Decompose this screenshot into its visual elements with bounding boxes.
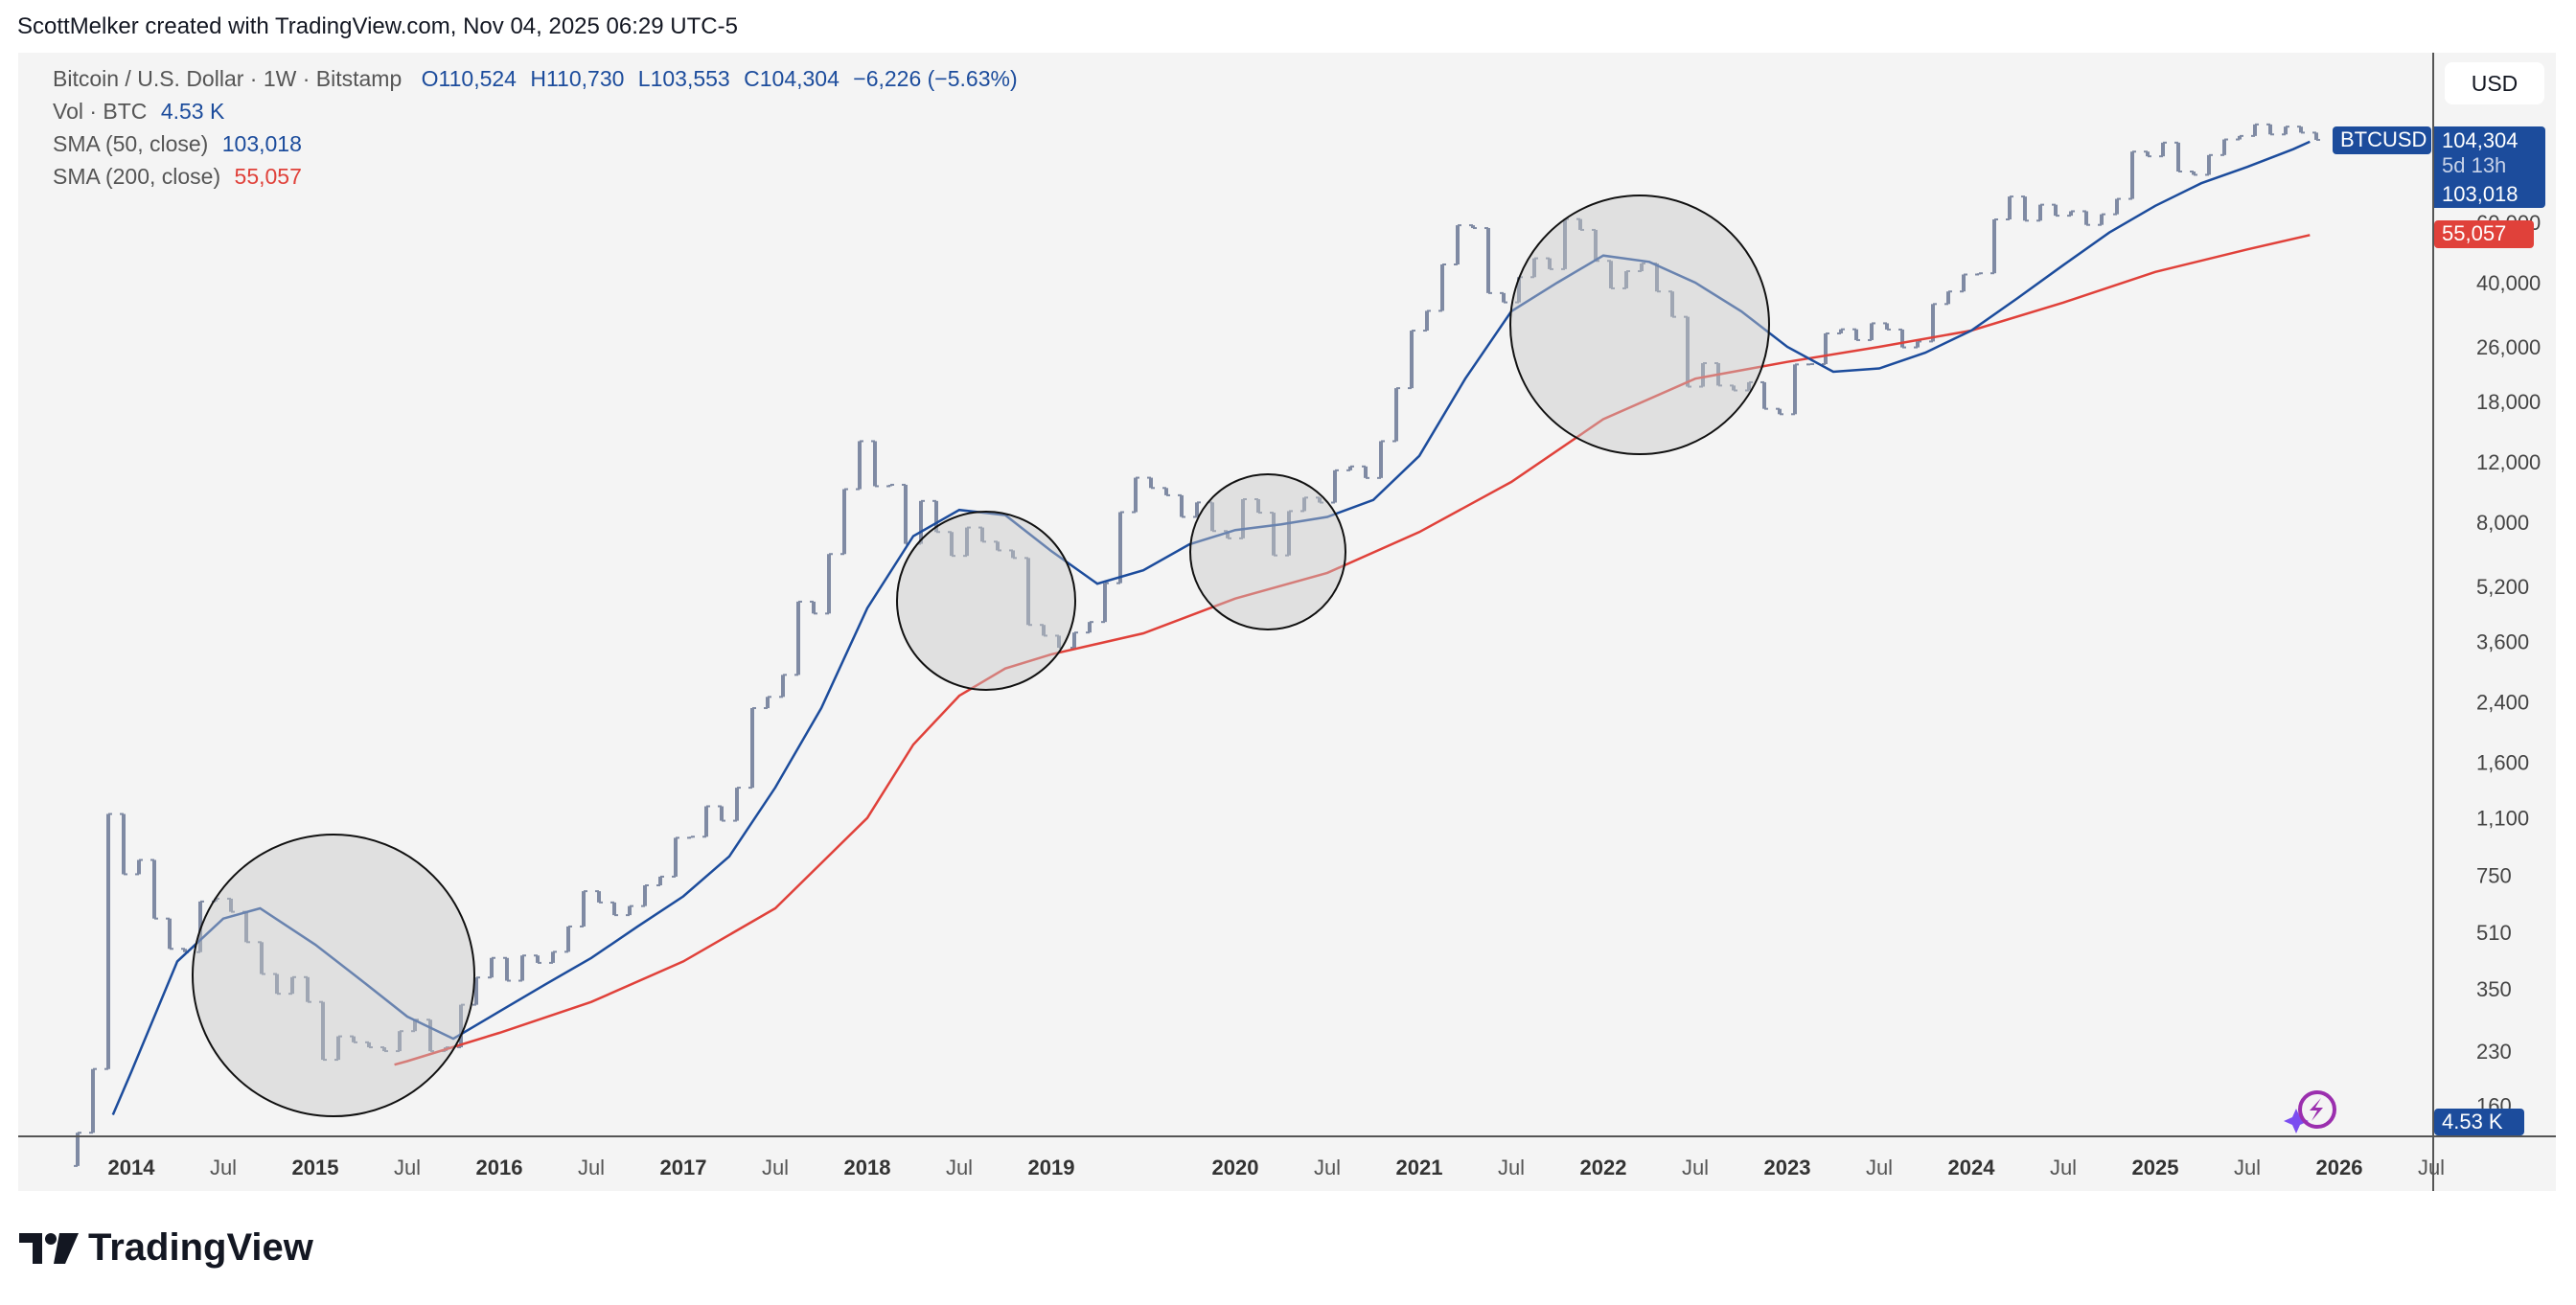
legend-sma50-row[interactable]: SMA (50, close) 103,018 [53, 131, 302, 157]
price-bars [74, 123, 2320, 1167]
time-tick-label: Jul [210, 1156, 237, 1179]
time-tick-label: 2014 [108, 1156, 156, 1179]
time-tick-label: Jul [2418, 1156, 2445, 1179]
currency-button[interactable]: USD [2445, 62, 2544, 104]
time-tick-label: Jul [578, 1156, 605, 1179]
price-tick-label: 18,000 [2476, 390, 2541, 414]
time-tick-label: 2026 [2316, 1156, 2363, 1179]
sma200-badge: 55,057 [2434, 220, 2534, 248]
price-tick-label: 230 [2476, 1040, 2512, 1064]
chart-panel[interactable]: 60,00040,00026,00018,00012,0008,0005,200… [18, 53, 2556, 1191]
symbol-description: Bitcoin / U.S. Dollar · 1W · Bitstamp [53, 66, 402, 91]
time-tick-label: 2017 [660, 1156, 707, 1179]
time-tick-label: 2025 [2132, 1156, 2179, 1179]
price-tick-label: 1,600 [2476, 750, 2529, 774]
time-tick-label: 2016 [476, 1156, 523, 1179]
price-tick-label: 3,600 [2476, 630, 2529, 653]
time-tick-label: 2015 [292, 1156, 339, 1179]
ohlc-low: L103,553 [637, 66, 730, 91]
time-tick-label: Jul [946, 1156, 973, 1179]
ohlc-change: −6,226 (−5.63%) [853, 66, 1018, 91]
price-tick-label: 350 [2476, 977, 2512, 1001]
ohlc-close: C104,304 [744, 66, 840, 91]
price-tick-label: 8,000 [2476, 511, 2529, 535]
time-tick-label: Jul [2050, 1156, 2077, 1179]
sma200-line [394, 234, 2311, 1066]
bar-countdown: 5d 13h [2442, 153, 2507, 177]
volume-badge: 4.53 K [2434, 1109, 2524, 1135]
price-tick-label: 26,000 [2476, 335, 2541, 359]
sma50-badge: 103,018 [2434, 181, 2545, 208]
symbol-badge: BTCUSD [2333, 126, 2431, 154]
sma200-value: 55,057 [234, 164, 302, 189]
time-tick-label: Jul [762, 1156, 789, 1179]
time-tick-label: Jul [1682, 1156, 1709, 1179]
time-tick-label: Jul [1314, 1156, 1341, 1179]
time-tick-label: Jul [2234, 1156, 2261, 1179]
brand-name: TradingView [88, 1226, 313, 1269]
price-tick-label: 2,400 [2476, 690, 2529, 714]
price-tick-label: 12,000 [2476, 450, 2541, 474]
tradingview-logo[interactable]: TradingView [19, 1226, 313, 1270]
time-tick-label: 2018 [844, 1156, 891, 1179]
price-tick-label: 40,000 [2476, 271, 2541, 295]
ohlc-open: O110,524 [421, 66, 517, 91]
time-axis: 2014 Jul 2015 Jul 2016 Jul 2017 Jul 2018 Jul 2019 2… [108, 1156, 2446, 1179]
sma50-label: SMA (50, close) [53, 131, 209, 156]
tradingview-logo-icon [19, 1232, 79, 1264]
time-tick-label: 2022 [1580, 1156, 1627, 1179]
time-tick-label: 2019 [1028, 1156, 1075, 1179]
lightning-icon [2284, 1090, 2336, 1133]
price-tick-label: 1,100 [2476, 807, 2529, 831]
time-tick-label: 2020 [1212, 1156, 1259, 1179]
chart-credit: ScottMelker created with TradingView.com… [17, 13, 738, 39]
legend-symbol-row[interactable]: Bitcoin / U.S. Dollar · 1W · Bitstamp O1… [53, 66, 1018, 92]
ohlc-high: H110,730 [530, 66, 625, 91]
price-chart[interactable]: 60,00040,00026,00018,00012,0008,0005,200… [18, 53, 2556, 1191]
time-tick-label: 2024 [1948, 1156, 1996, 1179]
price-tick-label: 5,200 [2476, 575, 2529, 599]
price-tick-label: 510 [2476, 921, 2512, 945]
time-tick-label: 2021 [1396, 1156, 1443, 1179]
last-price-badge: 104,304 5d 13h [2434, 126, 2545, 181]
circle-annotation[interactable] [1189, 473, 1346, 630]
circle-annotations [192, 195, 1770, 1117]
price-tick-label: 750 [2476, 863, 2512, 887]
sma200-label: SMA (200, close) [53, 164, 221, 189]
sma50-value: 103,018 [221, 131, 302, 156]
legend-volume-row[interactable]: Vol · BTC 4.53 K [53, 99, 224, 125]
circle-annotation[interactable] [896, 511, 1076, 691]
circle-annotation[interactable] [192, 834, 475, 1117]
volume-value: 4.53 K [160, 99, 225, 124]
time-tick-label: Jul [394, 1156, 421, 1179]
last-price: 104,304 [2442, 128, 2518, 152]
time-tick-label: 2023 [1764, 1156, 1811, 1179]
time-tick-label: Jul [1498, 1156, 1525, 1179]
legend-sma200-row[interactable]: SMA (200, close) 55,057 [53, 164, 302, 190]
volume-label: Vol · BTC [53, 99, 148, 124]
price-axis: 60,00040,00026,00018,00012,0008,0005,200… [2476, 211, 2541, 1118]
time-tick-label: Jul [1866, 1156, 1893, 1179]
circle-annotation[interactable] [1509, 195, 1770, 455]
